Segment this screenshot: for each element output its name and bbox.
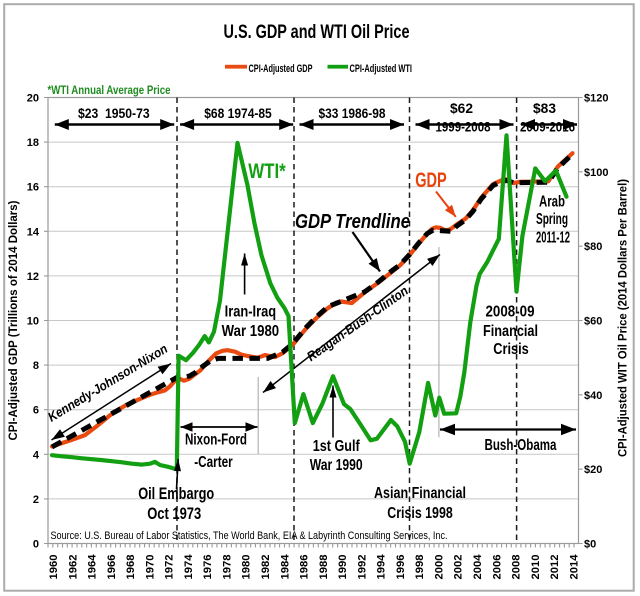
svg-text:$83: $83 — [533, 101, 556, 116]
svg-text:2010: 2010 — [530, 555, 542, 580]
svg-text:2: 2 — [33, 494, 39, 506]
svg-text:1990: 1990 — [337, 555, 349, 580]
svg-text:$100: $100 — [584, 167, 608, 179]
svg-text:1994: 1994 — [376, 554, 388, 580]
svg-text:$120: $120 — [584, 93, 608, 105]
svg-text:-Carter: -Carter — [194, 454, 233, 471]
svg-text:1966: 1966 — [106, 555, 118, 580]
svg-text:2000: 2000 — [434, 555, 446, 580]
svg-text:Crisis: Crisis — [493, 341, 529, 358]
svg-text:$20: $20 — [584, 464, 602, 476]
svg-text:$33 1986-98: $33 1986-98 — [319, 106, 386, 121]
svg-text:4: 4 — [33, 449, 40, 461]
svg-text:$0: $0 — [584, 539, 596, 551]
svg-text:$40: $40 — [584, 390, 602, 402]
svg-text:0: 0 — [33, 539, 39, 551]
svg-text:2002: 2002 — [453, 555, 465, 580]
svg-text:10: 10 — [27, 316, 39, 328]
svg-text:1970: 1970 — [144, 555, 156, 580]
svg-text:8: 8 — [33, 360, 39, 372]
svg-text:CPI-Adjusted GDP: CPI-Adjusted GDP — [249, 63, 313, 75]
svg-text:2008-09: 2008-09 — [486, 304, 535, 321]
svg-text:2006: 2006 — [491, 555, 503, 580]
svg-text:War 1990: War 1990 — [310, 457, 363, 474]
svg-text:Source: U.S. Bureau of Labor S: Source: U.S. Bureau of Labor Statistics,… — [51, 530, 448, 542]
svg-text:$68 1974-85: $68 1974-85 — [204, 106, 272, 121]
svg-text:$23 1950-73: $23 1950-73 — [78, 106, 150, 121]
svg-text:1982: 1982 — [260, 555, 272, 580]
svg-text:Arab: Arab — [539, 194, 565, 211]
svg-text:Bush-Obama: Bush-Obama — [485, 437, 557, 454]
svg-text:2009-2016: 2009-2016 — [520, 120, 575, 135]
svg-text:Oct 1973: Oct 1973 — [147, 505, 201, 523]
svg-text:CPI-Adjusted GDP (Trillions of: CPI-Adjusted GDP (Trillions of 2014 Doll… — [8, 200, 20, 440]
svg-text:1988: 1988 — [318, 555, 330, 580]
svg-text:2012: 2012 — [549, 555, 561, 580]
svg-text:Asian Financial: Asian Financial — [374, 485, 466, 502]
svg-text:2004: 2004 — [472, 554, 484, 580]
svg-text:1964: 1964 — [87, 554, 99, 580]
svg-text:1986: 1986 — [299, 555, 311, 580]
svg-text:Financial: Financial — [483, 323, 538, 340]
svg-text:2008: 2008 — [511, 555, 523, 580]
svg-text:20: 20 — [27, 93, 39, 105]
svg-text:6: 6 — [33, 405, 39, 417]
svg-text:1984: 1984 — [279, 554, 291, 580]
svg-text:CPI-Adjusted WIT Oil Price (20: CPI-Adjusted WIT Oil Price (2014 Dollars… — [618, 179, 630, 457]
svg-text:1960: 1960 — [48, 555, 60, 580]
svg-text:1972: 1972 — [164, 555, 176, 580]
svg-text:$62: $62 — [450, 101, 473, 116]
svg-text:1976: 1976 — [202, 555, 214, 580]
svg-text:2011-12: 2011-12 — [536, 230, 570, 247]
svg-text:1996: 1996 — [395, 555, 407, 580]
svg-text:2014: 2014 — [568, 554, 580, 580]
svg-text:1978: 1978 — [222, 555, 234, 580]
svg-text:Spring: Spring — [536, 211, 568, 228]
svg-text:U.S. GDP and WTI Oil Price: U.S. GDP and WTI Oil Price — [224, 21, 410, 43]
svg-text:1974: 1974 — [183, 554, 195, 580]
svg-text:$80: $80 — [584, 241, 602, 253]
svg-text:Oil Embargo: Oil Embargo — [138, 485, 214, 503]
svg-text:WTI*: WTI* — [248, 160, 286, 183]
svg-text:CPI-Adjusted WTI: CPI-Adjusted WTI — [350, 63, 413, 75]
svg-text:16: 16 — [27, 182, 39, 194]
svg-text:1st Gulf: 1st Gulf — [313, 438, 361, 455]
svg-text:$60: $60 — [584, 316, 602, 328]
svg-text:1980: 1980 — [241, 555, 253, 580]
svg-text:12: 12 — [27, 271, 39, 283]
svg-text:War 1980: War 1980 — [222, 323, 280, 340]
svg-text:Crisis 1998: Crisis 1998 — [387, 505, 453, 522]
svg-text:Nixon-Ford: Nixon-Ford — [185, 432, 247, 449]
svg-text:*WTI Annual Average Price: *WTI Annual Average Price — [48, 85, 171, 97]
svg-text:1992: 1992 — [356, 555, 368, 580]
svg-text:1999-2008: 1999-2008 — [436, 120, 491, 135]
svg-text:14: 14 — [27, 226, 40, 238]
svg-text:1968: 1968 — [125, 555, 137, 580]
svg-text:Iran-Iraq: Iran-Iraq — [225, 304, 277, 321]
svg-text:18: 18 — [27, 137, 39, 149]
svg-text:GDP Trendline: GDP Trendline — [295, 210, 410, 233]
svg-text:GDP: GDP — [415, 169, 447, 192]
svg-text:1998: 1998 — [414, 555, 426, 580]
svg-text:1962: 1962 — [67, 555, 79, 580]
